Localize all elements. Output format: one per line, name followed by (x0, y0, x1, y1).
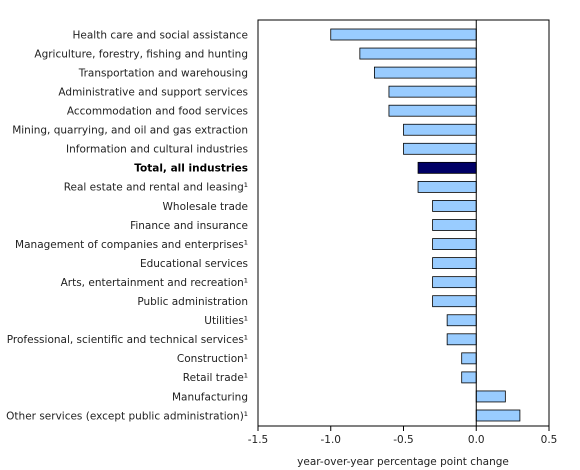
bar (417, 180, 477, 193)
category-label: Construction¹ (177, 353, 248, 365)
category-labels: Health care and social assistance Agricul… (6, 29, 248, 422)
bar (461, 352, 477, 365)
bar (330, 28, 477, 41)
x-tick-label: -0.5 (393, 434, 414, 446)
category-label: Professional, scientific and technical s… (7, 334, 248, 346)
bar (432, 257, 477, 270)
category-label: Public administration (137, 296, 248, 308)
category-label: Other services (except public administra… (6, 410, 248, 422)
category-label: Real estate and rental and leasing¹ (64, 182, 248, 194)
bar (432, 295, 477, 308)
category-label: Retail trade¹ (183, 372, 248, 384)
bar (475, 390, 506, 403)
category-label: Agriculture, forestry, fishing and hunti… (34, 48, 248, 60)
x-tick-label: -1.0 (321, 434, 342, 446)
category-label: Health care and social assistance (73, 29, 248, 41)
bar (388, 104, 477, 117)
plot-area (257, 19, 550, 427)
x-tick-label: 0.5 (541, 434, 558, 446)
category-label: Transportation and warehousing (78, 67, 248, 79)
category-label: Utilities¹ (204, 315, 248, 327)
x-axis-ticks: -1.5 -1.0 -0.5 0.0 0.5 (248, 426, 558, 446)
category-label: Arts, entertainment and recreation¹ (61, 277, 248, 289)
bar (446, 314, 477, 327)
bar (446, 333, 477, 346)
bar (432, 238, 477, 250)
bar (403, 123, 477, 136)
bar (461, 371, 477, 384)
bar (432, 200, 477, 212)
x-tick-label: -1.5 (248, 434, 269, 446)
category-label: Wholesale trade (163, 201, 248, 213)
x-axis-title: year-over-year percentage point change (297, 456, 509, 468)
bar (359, 47, 477, 60)
category-label: Accommodation and food services (67, 106, 248, 118)
bar (403, 142, 477, 155)
x-tick-label: 0.0 (468, 434, 485, 446)
bar (432, 276, 477, 289)
category-label: Educational services (140, 258, 248, 270)
bar (432, 219, 477, 231)
bar (373, 66, 477, 79)
category-label: Administrative and support services (58, 86, 248, 98)
bars-group (330, 20, 521, 426)
bar (388, 85, 477, 98)
category-label: Total, all industries (134, 163, 248, 175)
category-label: Management of companies and enterprises¹ (15, 239, 248, 251)
category-label: Mining, quarrying, and oil and gas extra… (12, 125, 248, 137)
category-label: Information and cultural industries (66, 144, 248, 156)
category-label: Finance and insurance (130, 220, 248, 232)
category-label: Manufacturing (172, 391, 248, 403)
bar (475, 409, 521, 422)
bar (417, 161, 477, 174)
